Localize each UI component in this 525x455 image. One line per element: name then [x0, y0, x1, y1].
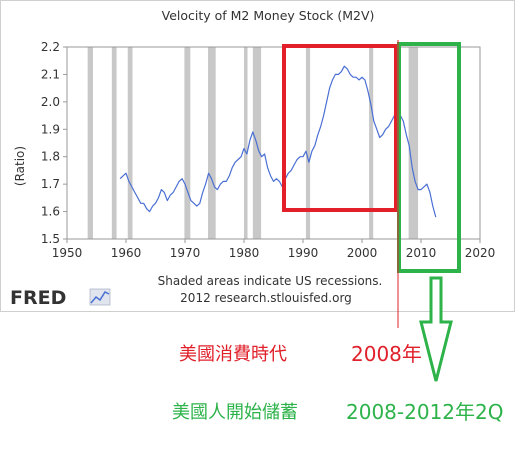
x-tick-label-3: 1980	[229, 246, 260, 260]
x-tick-label-2: 1970	[170, 246, 201, 260]
y-tick-label-7: 2.2	[41, 40, 60, 54]
y-tick-label-1: 1.6	[41, 205, 60, 219]
y-tick-label-0: 1.5	[41, 232, 60, 246]
recession-band-5	[244, 47, 248, 239]
x-tick-label-6: 2010	[406, 246, 437, 260]
year-2008-label: 2008年	[351, 342, 422, 366]
fred-logo: FRED	[10, 287, 66, 309]
y-axis-label: (Ratio)	[13, 146, 27, 186]
saving-era-label: 美國人開始儲蓄	[172, 402, 298, 423]
recession-band-1	[111, 47, 117, 239]
consumption-era-label: 美國消費時代	[179, 344, 287, 365]
x-tick-label-1: 1960	[111, 246, 142, 260]
x-tick-label-5: 2000	[347, 246, 378, 260]
series-line-m2v	[119, 65, 437, 218]
x-tick-label-4: 1990	[288, 246, 319, 260]
y-axis-ticks: 1.5 1.6 1.7 1.8 1.9 2.0 2.1 2.2	[41, 40, 67, 246]
recession-band-7	[305, 47, 311, 239]
plot-area	[66, 46, 481, 240]
y-tick-label-4: 1.9	[41, 122, 60, 136]
consumption-era-box	[282, 44, 398, 212]
x-tick-label-7: 2020	[465, 246, 496, 260]
y-tick-label-3: 1.8	[41, 150, 60, 164]
recession-note: Shaded areas indicate US recessions.	[158, 274, 383, 288]
recession-band-3	[184, 47, 191, 239]
down-arrow-icon	[419, 276, 453, 382]
recession-band-0	[87, 47, 93, 239]
chart-title: Velocity of M2 Money Stock (M2V)	[162, 8, 375, 23]
saving-period-label: 2008-2012年2Q	[346, 400, 504, 424]
y-tick-label-2: 1.7	[41, 177, 60, 191]
x-tick-label-0: 1950	[52, 246, 83, 260]
y-tick-label-6: 2.1	[41, 67, 60, 81]
source-copyright: 2012 research.stlouisfed.org	[180, 291, 352, 305]
y-tick-label-5: 2.0	[41, 95, 60, 109]
recession-band-2	[127, 47, 133, 239]
fred-chart-icon	[89, 288, 111, 306]
recession-band-9	[408, 47, 419, 239]
saving-era-box	[397, 42, 461, 273]
recession-band-4	[208, 47, 216, 239]
recession-band-8	[369, 47, 374, 239]
x-axis-ticks: 1950 1960 1970 1980 1990 2000 2010 2020	[52, 239, 496, 260]
series-layer	[119, 65, 437, 218]
